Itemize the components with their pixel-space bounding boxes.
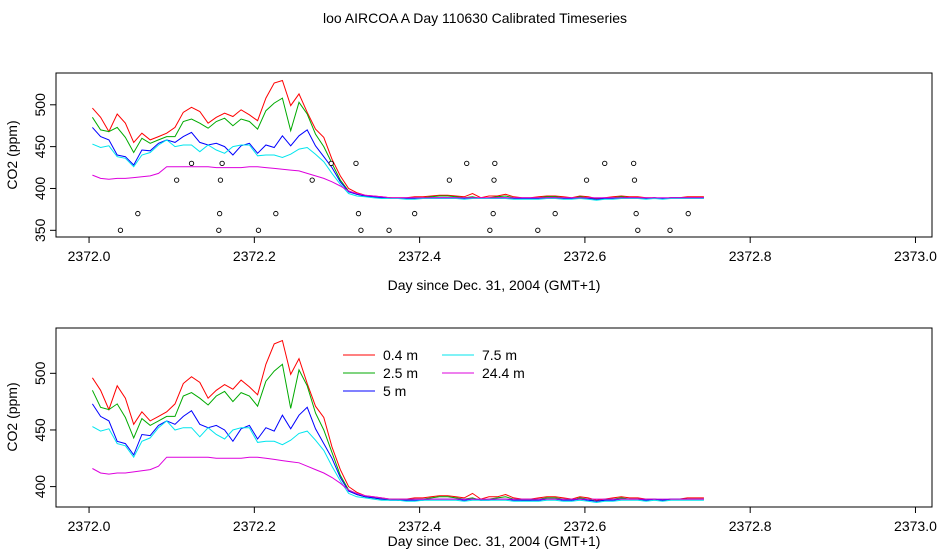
top-data-point <box>217 177 224 183</box>
top-data-point <box>633 210 639 217</box>
top-data-point <box>631 177 638 183</box>
top-y-axis: 350 400 450 500 <box>32 93 56 242</box>
top-data-point <box>309 177 315 183</box>
top-data-point <box>583 177 590 183</box>
top-data-point <box>358 227 364 233</box>
legend: 0.4 m 2.5 m 5 m 7.5 m 24.4 m <box>343 347 525 399</box>
top-data-point <box>117 227 124 233</box>
bottom-x-tick-label: 2372.2 <box>233 518 276 534</box>
top-data-point <box>685 210 691 217</box>
top-points-group <box>117 160 691 233</box>
top-x-tick-label: 2372.8 <box>729 248 772 264</box>
top-data-point <box>491 177 497 183</box>
bottom-series-group <box>91 339 704 504</box>
top-series-line-0-4-m <box>92 79 704 200</box>
legend-label: 2.5 m <box>383 365 418 381</box>
bottom-series-line-7-5-m <box>92 420 704 504</box>
top-x-tick-label: 2372.6 <box>563 248 606 264</box>
bottom-y-tick-label: 500 <box>32 361 48 385</box>
top-data-point <box>353 160 359 167</box>
bottom-y-tick-label: 400 <box>32 475 48 499</box>
top-data-point <box>446 177 453 183</box>
top-plot-frame <box>55 72 933 238</box>
top-series-group <box>91 79 704 201</box>
top-data-point <box>492 160 498 167</box>
top-data-point <box>464 160 470 167</box>
legend-label: 5 m <box>383 383 406 399</box>
bottom-x-tick-label: 2372.4 <box>398 518 441 534</box>
top-series-line-5-m <box>92 127 704 200</box>
top-data-point <box>273 210 279 217</box>
top-data-point <box>535 227 541 233</box>
top-y-axis-label: CO2 (ppm) <box>4 120 20 189</box>
top-x-axis: 2372.0 2372.2 2372.4 2372.6 2372.8 2373.0 <box>68 237 937 264</box>
top-data-point <box>552 210 558 217</box>
top-data-point <box>328 160 334 167</box>
bottom-x-axis: 2372.0 2372.2 2372.4 2372.6 2372.8 2373.0 <box>68 507 937 534</box>
top-data-point <box>412 210 418 217</box>
top-data-point <box>635 227 641 233</box>
top-series-line-7-5-m <box>92 139 704 201</box>
top-data-point <box>216 227 222 233</box>
bottom-x-axis-label: Day since Dec. 31, 2004 (GMT+1) <box>388 533 601 549</box>
bottom-x-tick-label: 2372.0 <box>68 518 111 534</box>
top-y-tick-label: 500 <box>32 93 48 117</box>
legend-label: 7.5 m <box>482 347 517 363</box>
top-y-tick-label: 400 <box>32 177 48 201</box>
bottom-y-axis-label: CO2 (ppm) <box>4 382 20 451</box>
top-data-point <box>255 227 262 233</box>
legend-label: 0.4 m <box>383 347 418 363</box>
bottom-x-tick-label: 2373.0 <box>894 518 937 534</box>
bottom-series-line-5-m <box>91 403 704 502</box>
top-data-point <box>602 160 608 167</box>
top-x-axis-label: Day since Dec. 31, 2004 (GMT+1) <box>388 277 601 293</box>
top-data-point <box>135 210 141 217</box>
top-panel: 2372.0 2372.2 2372.4 2372.6 2372.8 2373.0 350… <box>4 72 937 293</box>
bottom-panel: 2372.0 2372.2 2372.4 2372.6 2372.8 2373.0 400… <box>4 327 937 549</box>
top-data-point <box>355 210 362 217</box>
top-y-tick-label: 450 <box>32 135 48 159</box>
top-x-tick-label: 2373.0 <box>894 248 937 264</box>
bottom-x-tick-label: 2372.8 <box>729 518 772 534</box>
top-data-point <box>631 160 637 167</box>
top-data-point <box>174 177 180 183</box>
top-data-point <box>216 210 223 217</box>
top-series-line-2-5-m <box>91 97 704 200</box>
bottom-series-line-24-4-m <box>92 456 704 500</box>
top-data-point <box>386 227 392 233</box>
top-x-tick-label: 2372.4 <box>398 248 441 264</box>
bottom-plot-frame <box>55 327 933 508</box>
top-data-point <box>490 210 496 217</box>
bottom-y-tick-label: 450 <box>32 418 48 442</box>
top-data-point <box>487 227 493 233</box>
top-y-tick-label: 350 <box>32 218 48 242</box>
top-x-tick-label: 2372.2 <box>233 248 276 264</box>
top-series-line-24-4-m <box>92 166 704 199</box>
top-data-point <box>219 160 225 167</box>
bottom-y-axis: 400 450 500 <box>32 361 56 498</box>
top-x-tick-label: 2372.0 <box>68 248 111 264</box>
top-data-point <box>667 227 673 233</box>
top-data-point <box>188 160 195 167</box>
page-title: loo AIRCOA A Day 110630 Calibrated Times… <box>322 10 627 26</box>
bottom-x-tick-label: 2372.6 <box>563 518 606 534</box>
legend-label: 24.4 m <box>482 365 525 381</box>
